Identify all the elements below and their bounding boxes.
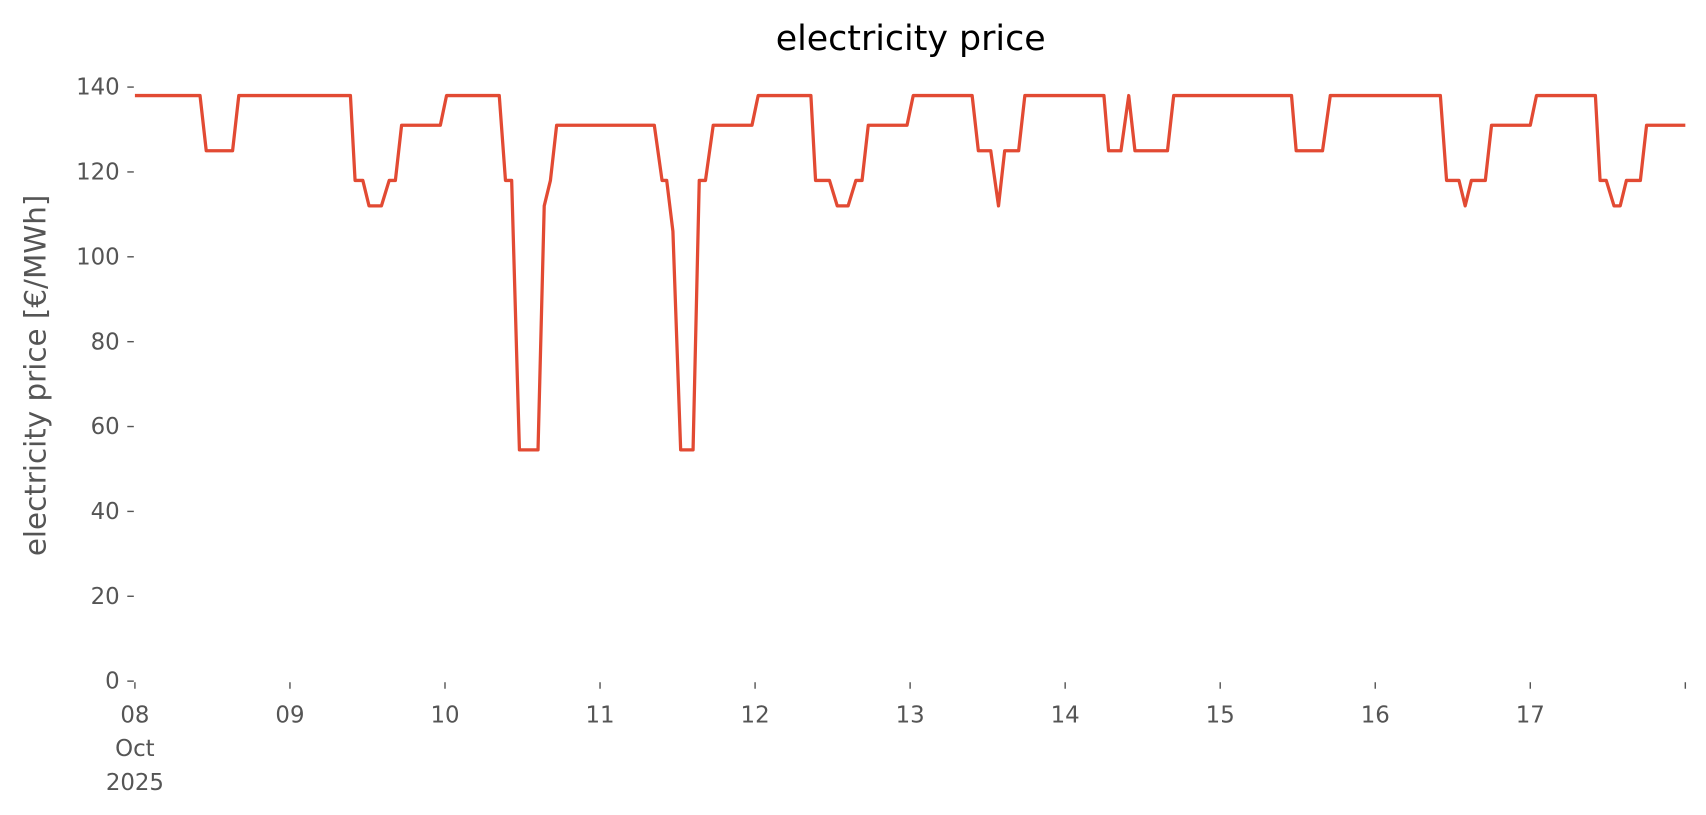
y-tick-label: 40 (91, 499, 120, 525)
x-tick-label: 08 Oct 2025 (106, 702, 164, 795)
y-tick-label: 140 (76, 75, 120, 101)
chart-title: electricity price (776, 19, 1046, 59)
y-tick-label: 60 (91, 414, 120, 440)
x-tick-label: 14 (1051, 702, 1080, 728)
y-tick-label: 120 (76, 160, 120, 186)
x-tick-label: 09 (275, 702, 304, 728)
y-tick-label: 0 (105, 669, 120, 695)
y-tick-label: 80 (91, 329, 120, 355)
y-axis-label: electricity price [€/MWh] (19, 195, 53, 557)
x-tick-label: 15 (1206, 702, 1235, 728)
price-line (134, 93, 1686, 452)
y-tick-label: 100 (76, 244, 120, 270)
x-tick-label: 12 (741, 702, 770, 728)
x-tick-label: 16 (1361, 702, 1390, 728)
x-tick-label: 17 (1516, 702, 1545, 728)
x-tick-label: 13 (896, 702, 925, 728)
x-tick-label: 10 (430, 702, 459, 728)
y-tick-label: 20 (91, 584, 120, 610)
x-tick-label: 11 (586, 702, 615, 728)
